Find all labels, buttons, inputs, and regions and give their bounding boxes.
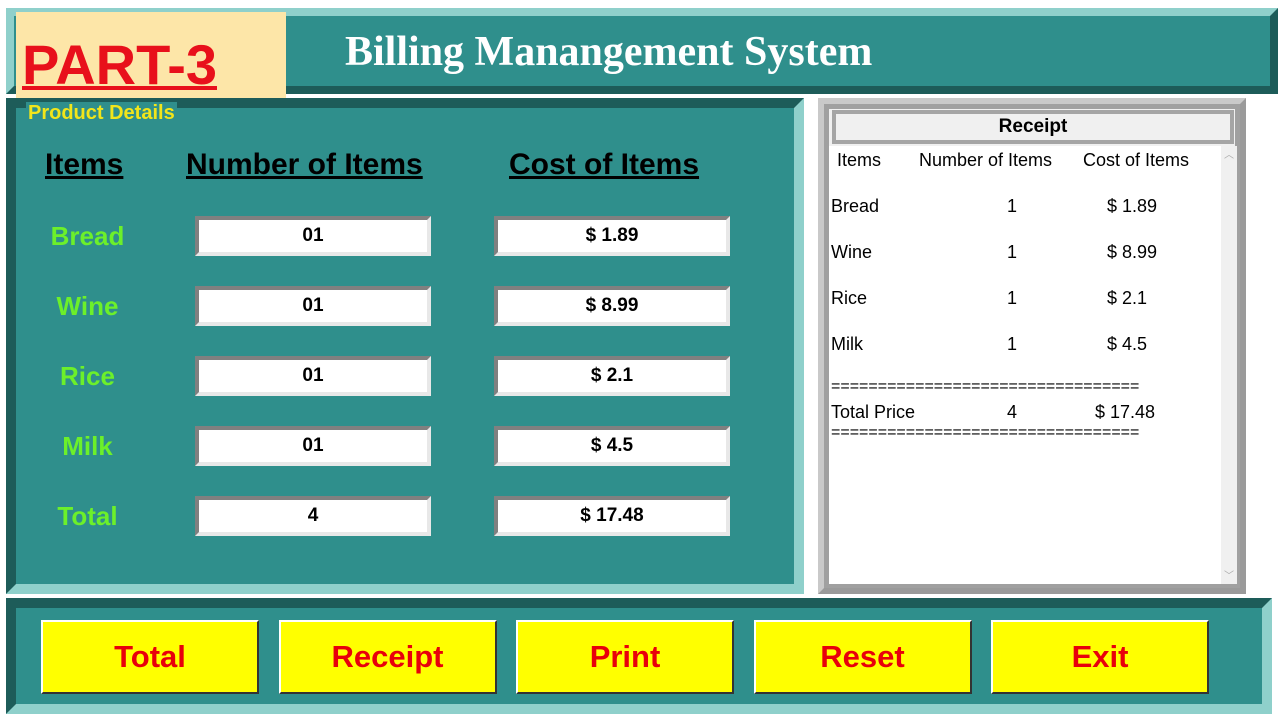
- receipt-header-number: Number of Items: [919, 150, 1053, 170]
- count-input[interactable]: 01: [195, 426, 431, 466]
- receipt-cost: $ 8.99: [1107, 242, 1158, 262]
- reset-button[interactable]: Reset: [753, 620, 972, 694]
- receipt-cost: $ 1.89: [1107, 196, 1158, 216]
- cost-input[interactable]: $ 8.99: [494, 286, 730, 326]
- receipt-total-count: 4: [1007, 402, 1018, 422]
- receipt-count: 1: [1007, 288, 1018, 308]
- separator: =================================: [831, 424, 1140, 441]
- header-items: Items: [45, 148, 124, 181]
- cost-input[interactable]: $ 17.48: [494, 496, 730, 536]
- count-input[interactable]: 01: [195, 216, 431, 256]
- receipt-total-cost: $ 17.48: [1095, 402, 1156, 422]
- header-number: Number of Items: [186, 148, 423, 181]
- receipt-item: Rice: [831, 288, 868, 308]
- count-input[interactable]: 4: [195, 496, 431, 536]
- exit-button[interactable]: Exit: [991, 620, 1209, 694]
- receipt-text-area[interactable]: Items Number of Items Cost of Items Brea…: [829, 146, 1223, 584]
- receipt-count: 1: [1007, 334, 1018, 354]
- receipt-item: Milk: [831, 334, 863, 354]
- item-label: Wine: [56, 291, 119, 321]
- cost-input[interactable]: $ 1.89: [494, 216, 730, 256]
- receipt-cost: $ 4.5: [1107, 334, 1148, 354]
- item-label: Milk: [62, 431, 113, 461]
- scroll-down-icon[interactable]: ﹀: [1224, 571, 1234, 582]
- part-banner: PART-3: [16, 12, 286, 98]
- cost-input[interactable]: $ 2.1: [494, 356, 730, 396]
- receipt-item: Wine: [831, 242, 873, 262]
- total-button[interactable]: Total: [41, 620, 259, 694]
- item-label: Bread: [50, 221, 125, 251]
- receipt-scrollbar[interactable]: ︿ ﹀: [1221, 146, 1237, 584]
- count-input[interactable]: 01: [195, 286, 431, 326]
- header-cost: Cost of Items: [509, 148, 700, 181]
- item-label: Rice: [60, 361, 115, 391]
- part-banner-text: PART-3: [22, 33, 217, 96]
- print-button[interactable]: Print: [516, 620, 734, 694]
- receipt-header-cost: Cost of Items: [1083, 150, 1190, 170]
- separator: =================================: [831, 378, 1140, 395]
- receipt-item: Bread: [831, 196, 880, 216]
- receipt-count: 1: [1007, 196, 1018, 216]
- receipt-button[interactable]: Receipt: [278, 620, 497, 694]
- item-label: Total: [57, 501, 118, 531]
- count-input[interactable]: 01: [195, 356, 431, 396]
- receipt-title: Receipt: [832, 110, 1234, 144]
- cost-input[interactable]: $ 4.5: [494, 426, 730, 466]
- receipt-count: 1: [1007, 242, 1018, 262]
- receipt-total-label: Total Price: [831, 402, 916, 422]
- scroll-up-icon[interactable]: ︿: [1224, 150, 1234, 161]
- receipt-cost: $ 2.1: [1107, 288, 1148, 308]
- receipt-header-items: Items: [837, 150, 882, 170]
- product-details-legend: Product Details: [26, 102, 177, 125]
- app-title: Billing Manangement System: [345, 29, 873, 75]
